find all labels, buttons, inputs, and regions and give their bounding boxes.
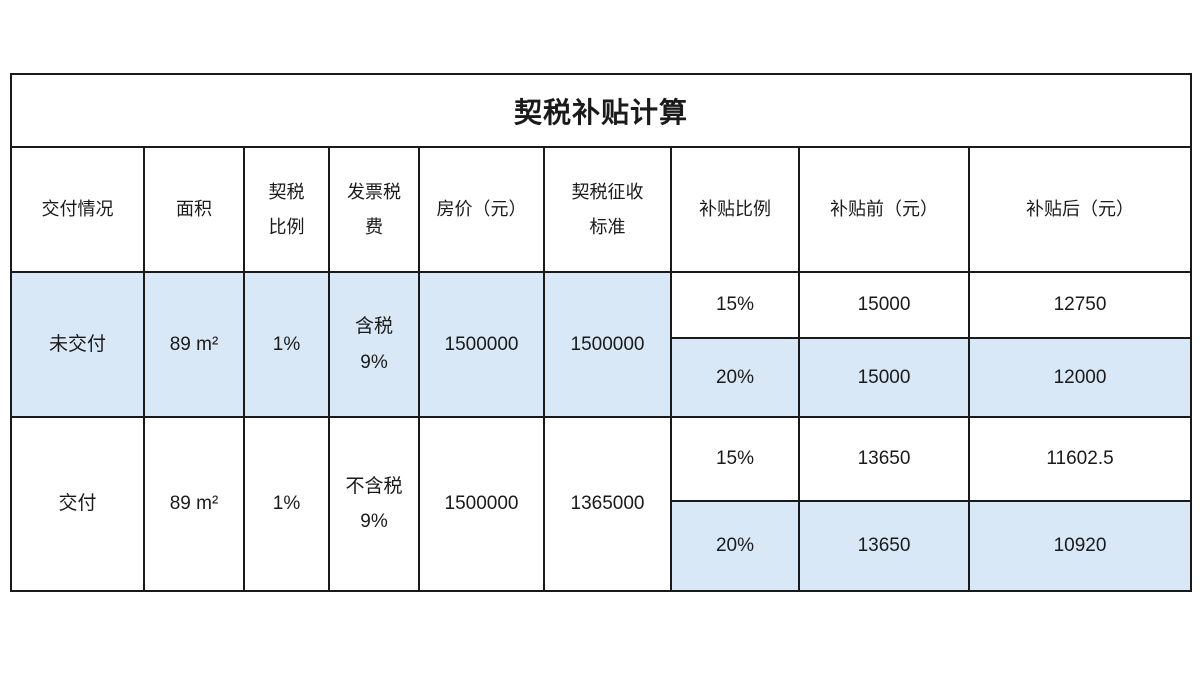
cell-deed-tax-rate: 1%: [243, 416, 330, 592]
table-row: 20% 15000 12000: [11, 337, 1193, 418]
cell-subsidy-before: 13650: [798, 500, 970, 592]
cell-house-price: 1500000: [418, 416, 545, 592]
header-area: 面积: [143, 146, 245, 273]
table-row: 交付 89 m² 1% 不含税 9% 1500000 1365000 15% 1…: [10, 416, 1193, 592]
cell-deed-tax-rate: 1%: [243, 271, 330, 418]
table-title: 契税补贴计算: [9, 73, 1193, 148]
header-house-price: 房价（元）: [418, 146, 545, 273]
cell-deed-tax-base: 1365000: [543, 416, 672, 592]
cell-subsidy-before: 13650: [798, 416, 970, 502]
header-deed-tax-rate: 契税 比例: [243, 146, 330, 273]
header-row: 交付情况 面积 契税 比例 发票税 费 房价（元） 契税征收 标准 补贴比例 补…: [10, 146, 1193, 273]
deed-tax-subsidy-table: 契税补贴计算 交付情况 面积 契税 比例 发票税 费 房价（元） 契税征收 标准…: [9, 73, 1193, 592]
cell-area: 89 m²: [143, 271, 245, 418]
cell-delivery-status: 未交付: [10, 271, 145, 418]
cell-subsidy-after: 11602.5: [967, 416, 1193, 502]
header-subsidy-before: 补贴前（元）: [798, 146, 970, 273]
header-subsidy-after: 补贴后（元）: [967, 146, 1193, 273]
cell-area: 89 m²: [143, 416, 245, 592]
cell-subsidy-before: 15000: [798, 271, 970, 339]
header-invoice-tax: 发票税 费: [328, 146, 420, 273]
cell-delivery-status: 交付: [10, 416, 145, 592]
cell-subsidy-ratio: 20%: [670, 500, 800, 592]
cell-subsidy-after: 10920: [967, 500, 1193, 592]
title-row: 契税补贴计算: [9, 73, 1193, 148]
cell-subsidy-ratio: 20%: [670, 337, 800, 418]
cell-invoice-tax: 含税 9%: [328, 271, 420, 418]
header-delivery-status: 交付情况: [10, 146, 145, 273]
table-row: 未交付 89 m² 1% 含税 9% 1500000 1500000 15% 1…: [10, 271, 1193, 418]
cell-subsidy-ratio: 15%: [670, 416, 800, 502]
header-deed-tax-base: 契税征收 标准: [543, 146, 672, 273]
cell-house-price: 1500000: [418, 271, 545, 418]
cell-subsidy-ratio: 15%: [670, 271, 800, 339]
cell-invoice-tax: 不含税 9%: [328, 416, 420, 592]
cell-subsidy-before: 15000: [798, 337, 970, 418]
table-row: 20% 13650 10920: [11, 500, 1193, 592]
header-subsidy-ratio: 补贴比例: [670, 146, 800, 273]
cell-subsidy-after: 12000: [967, 337, 1193, 418]
cell-subsidy-after: 12750: [967, 271, 1193, 339]
cell-deed-tax-base: 1500000: [543, 271, 672, 418]
